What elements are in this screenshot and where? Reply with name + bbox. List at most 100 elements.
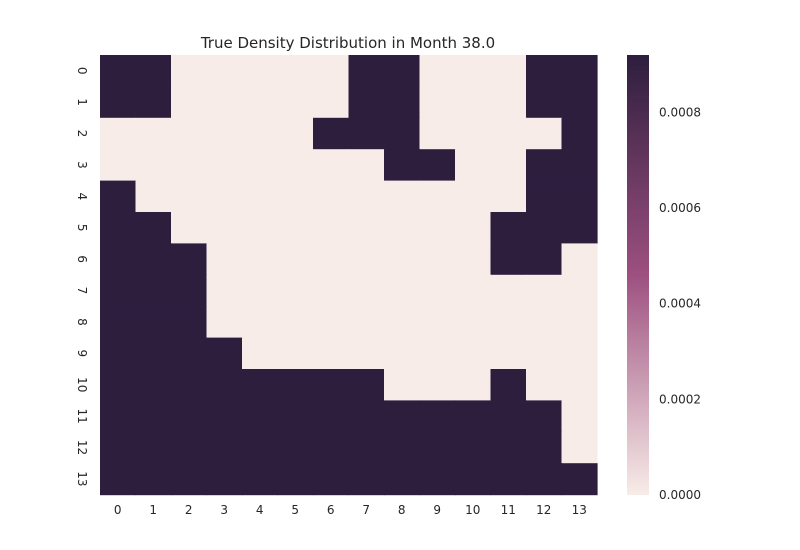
heatmap-cell-r10-c3 [206,369,243,401]
heatmap-cell-r7-c1 [135,274,172,307]
heatmap-cell-r10-c0 [100,369,137,401]
heatmap-cell-r13-c12 [526,463,563,496]
heatmap-cell-r5-c5 [277,212,314,244]
x-tick-label-6: 6 [327,503,335,517]
heatmap-cell-r8-c4 [242,306,279,339]
heatmap-cell-r8-c13 [561,306,598,339]
x-tick-label-13: 13 [572,503,587,517]
heatmap-cell-r3-c9 [419,149,456,182]
heatmap-cell-r10-c5 [277,369,314,401]
heatmap-cell-r12-c6 [313,431,350,464]
heatmap-cell-r0-c12 [526,55,563,87]
y-tick-label-7: 7 [75,287,89,295]
heatmap-cell-r2-c7 [348,117,385,150]
x-tick-label-10: 10 [465,503,480,517]
heatmap-cell-r2-c5 [277,117,314,150]
heatmap-cell-r9-c10 [455,337,492,370]
heatmap-cell-r2-c11 [490,117,527,150]
heatmap-cell-r6-c7 [348,243,385,276]
heatmap-cell-r9-c11 [490,337,527,370]
heatmap-cell-r5-c8 [384,212,421,244]
heatmap-cell-r10-c12 [526,369,563,401]
heatmap-cell-r12-c1 [135,431,172,464]
heatmap-cell-r6-c9 [419,243,456,276]
x-tick-label-11: 11 [501,503,516,517]
heatmap-cell-r5-c1 [135,212,172,244]
y-tick-label-11: 11 [75,408,89,423]
x-tick-label-1: 1 [149,503,157,517]
colorbar-tick-label-2: 0.0004 [659,297,701,311]
heatmap-cell-r8-c8 [384,306,421,339]
heatmap-cell-r2-c0 [100,117,137,150]
heatmap-cell-r8-c7 [348,306,385,339]
heatmap-cell-r8-c11 [490,306,527,339]
heatmap-cell-r9-c8 [384,337,421,370]
heatmap-cell-r3-c10 [455,149,492,182]
heatmap-cell-r12-c2 [171,431,208,464]
heatmap-cell-r3-c8 [384,149,421,182]
heatmap-cell-r1-c2 [171,86,208,119]
heatmap-cell-r2-c13 [561,117,598,150]
heatmap-cell-r6-c8 [384,243,421,276]
heatmap-cell-r4-c1 [135,180,172,213]
x-tick-labels: 0 1 2 3 4 5 6 7 8 9 10 11 12 13 [114,503,587,517]
heatmap-cell-r8-c12 [526,306,563,339]
y-tick-label-12: 12 [75,440,89,455]
heatmap-cell-r5-c3 [206,212,243,244]
heatmap-cell-r13-c7 [348,463,385,496]
heatmap-cell-r11-c7 [348,400,385,433]
heatmap-cell-r9-c5 [277,337,314,370]
heatmap-cell-r2-c6 [313,117,350,150]
heatmap-cell-r0-c0 [100,55,137,87]
heatmap-cell-r12-c0 [100,431,137,464]
heatmap-cell-r7-c4 [242,274,279,307]
heatmap-cell-r5-c12 [526,212,563,244]
heatmap-cell-r7-c10 [455,274,492,307]
heatmap-cell-r7-c12 [526,274,563,307]
heatmap-cell-r11-c6 [313,400,350,433]
heatmap-cell-r3-c0 [100,149,137,182]
heatmap-cell-r0-c11 [490,55,527,87]
heatmap-cell-r1-c7 [348,86,385,119]
heatmap-cell-r9-c13 [561,337,598,370]
x-tick-label-8: 8 [398,503,406,517]
colorbar-tick-label-3: 0.0006 [659,201,701,215]
heatmap-cell-r12-c7 [348,431,385,464]
heatmap-cell-r7-c6 [313,274,350,307]
y-tick-label-10: 10 [75,377,89,392]
heatmap-cell-r1-c0 [100,86,137,119]
heatmap-cell-r11-c4 [242,400,279,433]
heatmap-cell-r12-c3 [206,431,243,464]
heatmap-cell-r9-c6 [313,337,350,370]
heatmap-cell-r7-c5 [277,274,314,307]
y-tick-label-9: 9 [75,349,89,357]
heatmap-cell-r7-c9 [419,274,456,307]
heatmap-cell-r1-c3 [206,86,243,119]
heatmap-cell-r7-c2 [171,274,208,307]
heatmap-cell-r4-c10 [455,180,492,213]
colorbar-tick-label-1: 0.0002 [659,392,701,406]
heatmap-cell-r8-c1 [135,306,172,339]
heatmap-cell-r4-c9 [419,180,456,213]
y-tick-label-6: 6 [75,255,89,263]
heatmap-cell-r10-c10 [455,369,492,401]
heatmap-cell-r10-c11 [490,369,527,401]
heatmap-cell-r3-c1 [135,149,172,182]
colorbar-tick-labels: 0.0000 0.0002 0.0004 0.0006 0.0008 [659,105,701,502]
heatmap-cell-r5-c4 [242,212,279,244]
heatmap-cell-r1-c1 [135,86,172,119]
heatmap-cell-r6-c4 [242,243,279,276]
heatmap-cell-r7-c13 [561,274,598,307]
heatmap-cell-r11-c3 [206,400,243,433]
heatmap-cell-r2-c3 [206,117,243,150]
heatmap-cell-r2-c10 [455,117,492,150]
heatmap-cell-r0-c10 [455,55,492,87]
heatmap-cell-r13-c9 [419,463,456,496]
heatmap-cell-r9-c7 [348,337,385,370]
y-tick-label-13: 13 [75,471,89,486]
heatmap-cell-r0-c9 [419,55,456,87]
heatmap-cell-r1-c12 [526,86,563,119]
chart-title: True Density Distribution in Month 38.0 [200,34,495,52]
